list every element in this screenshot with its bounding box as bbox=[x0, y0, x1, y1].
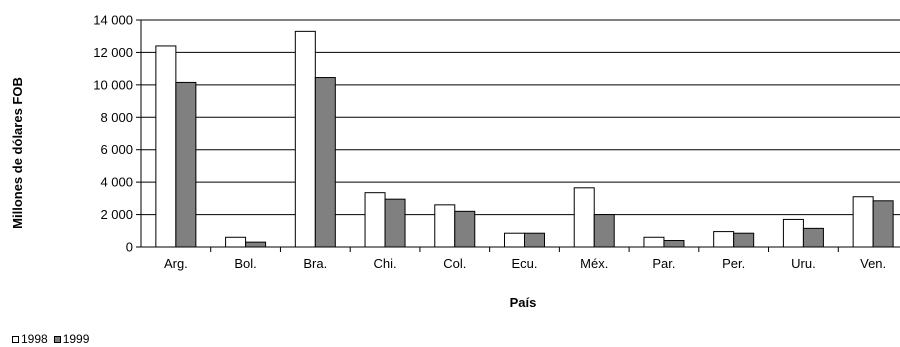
bar-1999-par bbox=[663, 240, 685, 248]
bar-1999-uru bbox=[802, 227, 824, 248]
bar-1999-mx bbox=[593, 214, 615, 248]
y-tick-label: 0 bbox=[126, 240, 133, 255]
legend-label-1999: 1999 bbox=[62, 332, 90, 346]
x-tick-label: Per. bbox=[722, 256, 745, 271]
bar-1999-bra bbox=[314, 77, 336, 248]
y-tick-label: 8 000 bbox=[100, 110, 133, 125]
y-tick-label: 6 000 bbox=[100, 142, 133, 157]
bar-1998-ven bbox=[852, 196, 874, 248]
x-tick-label: Ven. bbox=[860, 256, 886, 271]
bars bbox=[155, 30, 894, 248]
bar-1998-uru bbox=[782, 218, 804, 248]
x-tick-label: Chi. bbox=[373, 256, 396, 271]
bar-1999-arg bbox=[175, 81, 197, 248]
bar-1999-chi bbox=[384, 198, 406, 248]
bar-1998-par bbox=[643, 236, 665, 248]
bar-1998-mx bbox=[573, 187, 595, 248]
x-tick-label: Bol. bbox=[234, 256, 256, 271]
y-tick-label: 14 000 bbox=[93, 13, 133, 28]
x-tick-label: Arg. bbox=[164, 256, 188, 271]
legend-label-1998: 1998 bbox=[21, 332, 48, 346]
bar-1998-ecu bbox=[504, 232, 525, 248]
y-tick-label: 12 000 bbox=[93, 45, 133, 60]
bar-1998-bol bbox=[225, 236, 247, 248]
bar-1998-chi bbox=[364, 192, 386, 248]
x-tick-label: Ecu. bbox=[511, 256, 537, 271]
x-tick-label: Bra. bbox=[303, 256, 327, 271]
y-tick-labels: 0 2 000 4 000 6 000 8 000 10 000 12 000 14 000 bbox=[93, 13, 141, 255]
bar-1999-bol bbox=[245, 241, 267, 248]
x-axis-title: País bbox=[510, 295, 537, 310]
x-tick-label: Par. bbox=[652, 256, 675, 271]
legend-item-1998: 1998 bbox=[12, 332, 48, 346]
legend: 1998 1999 bbox=[12, 332, 95, 346]
bar-1998-bra bbox=[294, 30, 316, 248]
bar-1999-ecu bbox=[524, 232, 545, 248]
x-tick-label: Col. bbox=[443, 256, 466, 271]
y-tick-label: 10 000 bbox=[93, 77, 133, 92]
bar-1998-arg bbox=[155, 45, 177, 248]
legend-swatch-1998 bbox=[12, 335, 19, 343]
axes bbox=[140, 20, 900, 248]
x-tick-label: Méx. bbox=[580, 256, 608, 271]
bar-1998-col bbox=[434, 204, 456, 248]
bar-1999-col bbox=[454, 210, 476, 248]
bar-1999-per bbox=[733, 232, 755, 248]
gridlines bbox=[141, 19, 900, 216]
y-tick-label: 2 000 bbox=[100, 207, 133, 222]
legend-item-1999: 1999 bbox=[53, 332, 90, 346]
bar-1998-per bbox=[713, 231, 735, 248]
x-tick-labels: Arg. Bol. Bra. Chi. Col. Ecu. Méx. Par. Per. Uru.… bbox=[164, 247, 886, 271]
legend-swatch-1999 bbox=[53, 335, 61, 343]
y-tick-label: 4 000 bbox=[100, 175, 133, 190]
bar-1999-ven bbox=[872, 200, 894, 248]
x-tick-label: Uru. bbox=[791, 256, 816, 271]
y-axis-title: Millones de dólares FOB bbox=[10, 77, 25, 229]
